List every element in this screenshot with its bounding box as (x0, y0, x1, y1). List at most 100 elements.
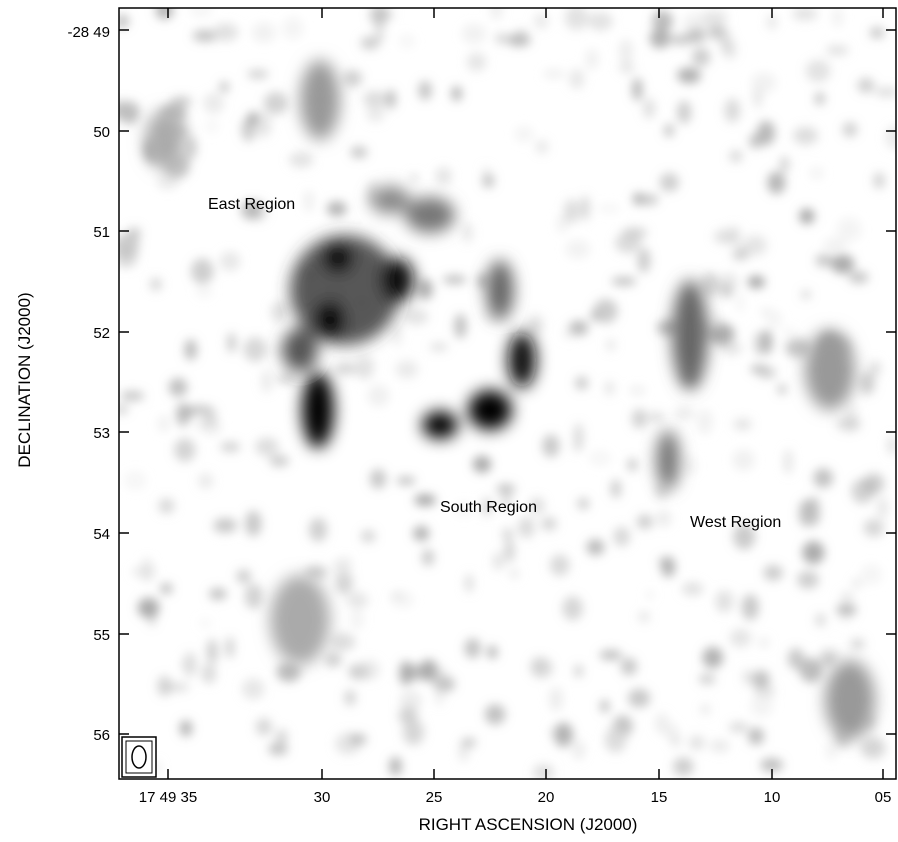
noise-blob (742, 669, 753, 685)
beam-ellipse (131, 745, 147, 769)
noise-blob (586, 539, 605, 556)
noise-blob (119, 404, 129, 415)
noise-blob (873, 172, 885, 189)
noise-blob (618, 39, 634, 63)
noise-blob (836, 217, 862, 242)
noise-blob (549, 686, 563, 712)
noise-blob (472, 455, 492, 473)
noise-blob (757, 120, 776, 146)
noise-blob (613, 526, 631, 547)
noise-blob (541, 517, 557, 531)
noise-blob (809, 167, 825, 180)
noise-blob (359, 659, 381, 680)
noise-blob (720, 341, 743, 355)
noise-blob (656, 510, 672, 527)
noise-blob (193, 419, 211, 429)
emission-map (119, 8, 896, 779)
noise-blob (599, 650, 623, 660)
noise-blob (189, 8, 213, 18)
noise-blob (414, 494, 436, 506)
noise-blob (836, 417, 862, 432)
noise-blob (158, 498, 175, 514)
noise-blob (160, 583, 173, 594)
noise-blob (687, 27, 707, 44)
noise-blob (175, 402, 190, 427)
noise-blob (714, 590, 737, 613)
noise-blob (747, 275, 765, 289)
noise-blob (418, 278, 434, 300)
noise-blob (698, 673, 716, 685)
noise-blob (422, 549, 434, 566)
beam-box-inner (125, 740, 153, 774)
noise-blob (724, 98, 741, 123)
noise-blob (649, 28, 671, 49)
noise-blob (572, 740, 586, 760)
noise-blob (720, 272, 739, 293)
noise-blob (732, 449, 755, 471)
noise-blob (664, 124, 674, 137)
noise-blob (183, 651, 197, 678)
noise-blob (119, 100, 131, 120)
noise-blob (622, 227, 648, 239)
noise-blob (530, 657, 548, 675)
noise-blob (569, 320, 589, 336)
x-axis-title: RIGHT ASCENSION (J2000) (419, 815, 638, 834)
noise-blob (219, 251, 241, 271)
noise-blob (484, 704, 506, 725)
noise-blob (691, 47, 711, 67)
noise-blob (529, 497, 545, 514)
noise-blob (562, 596, 583, 621)
noise-blob (346, 592, 369, 609)
noise-blob (198, 618, 212, 628)
beam-box-outer (121, 736, 157, 778)
noise-blob (709, 739, 730, 753)
noise-blob (787, 648, 805, 670)
noise-blob (398, 34, 416, 49)
noise-blob (385, 89, 396, 109)
noise-blob (751, 72, 777, 93)
noise-blob (850, 639, 865, 649)
noise-blob (610, 479, 622, 499)
noise-blob (367, 384, 390, 407)
noise-blob (752, 670, 770, 689)
noise-blob (170, 96, 193, 107)
noise-blob (564, 8, 589, 31)
noise-blob (733, 418, 752, 430)
noise-blob (743, 235, 767, 256)
noise-blob (720, 28, 731, 54)
noise-blob (391, 591, 415, 609)
noise-blob (282, 17, 304, 40)
noise-blob (859, 371, 875, 395)
noise-blob (832, 8, 843, 28)
noise-blob (350, 610, 364, 630)
noise-blob (569, 68, 585, 90)
noise-blob (729, 722, 749, 733)
noise-blob (363, 90, 387, 108)
noise-blob (767, 14, 777, 30)
noise-blob (677, 100, 692, 124)
noise-blob (466, 52, 487, 72)
noise-blob (831, 254, 855, 274)
noise-blob (823, 238, 847, 252)
noise-blob (155, 8, 174, 20)
noise-blob (799, 657, 824, 683)
y-tick-labels: -28 49 50 51 52 53 54 55 56 (67, 24, 110, 744)
noise-blob (157, 675, 172, 697)
y-tick-label: 51 (93, 224, 110, 241)
noise-blob (509, 568, 519, 579)
noise-blob (131, 567, 157, 577)
noise-blob (326, 201, 347, 217)
noise-blob (652, 10, 673, 32)
noise-blob (848, 271, 869, 284)
noise-blob (461, 23, 487, 44)
noise-blob (334, 362, 358, 376)
noise-blob (435, 683, 445, 707)
y-axis-title: DECLINATION (J2000) (15, 292, 34, 467)
noise-blob (241, 678, 265, 700)
noise-blob (276, 661, 301, 682)
noise-blob (557, 214, 568, 233)
noise-blob (669, 34, 693, 45)
x-tick-label: 05 (875, 789, 892, 806)
noise-blob (304, 565, 328, 580)
noise-blob (462, 222, 473, 243)
